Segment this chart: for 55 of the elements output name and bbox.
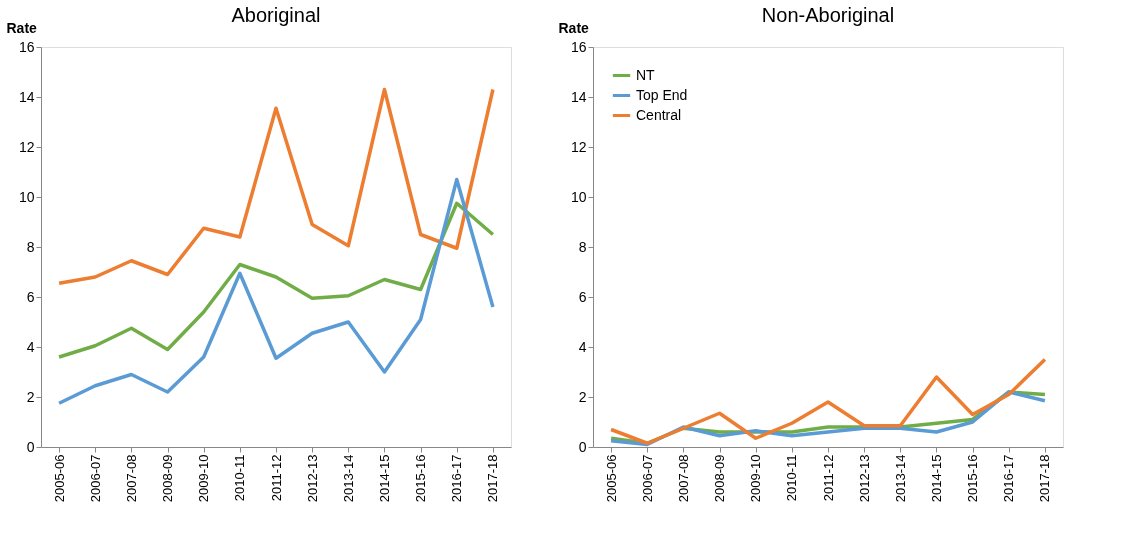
x-tick-label: 2008-09 (160, 454, 176, 503)
x-tick-label: 2017-18 (1037, 454, 1053, 503)
x-tick-label: 2005-06 (603, 454, 619, 503)
y-axis-title: Rate (6, 19, 38, 36)
line-series (57, 201, 495, 359)
y-tick-label: 8 (26, 238, 35, 255)
x-tick-label: 2016-17 (1001, 454, 1017, 503)
y-axis-title: Rate (558, 19, 590, 36)
x-tick-label: 2015-16 (965, 454, 981, 503)
x-tick-label: 2016-17 (449, 454, 465, 503)
x-tick-label: 2009-10 (196, 454, 212, 503)
x-tick-label: 2008-09 (712, 454, 728, 503)
legend-label: Central (636, 106, 682, 123)
y-tick-label: 14 (570, 88, 587, 105)
x-tick-label: 2010-11 (784, 454, 800, 502)
line-series (57, 87, 495, 285)
y-tick-label: 10 (18, 188, 35, 205)
chart-title: Aboriginal (231, 4, 321, 26)
y-tick-label: 16 (570, 38, 587, 55)
y-tick-label: 12 (18, 138, 35, 155)
y-tick-label: 2 (26, 388, 35, 405)
y-tick-label: 0 (26, 438, 35, 455)
x-tick-label: 2009-10 (748, 454, 764, 503)
x-tick-label: 2011-12 (820, 454, 836, 502)
line-series (57, 177, 495, 405)
y-tick-label: 4 (578, 338, 587, 355)
x-tick-label: 2014-15 (928, 454, 944, 503)
line-series (609, 357, 1047, 445)
x-tick-label: 2006-07 (87, 454, 103, 503)
x-tick-label: 2007-08 (675, 454, 691, 503)
x-tick-label: 2011-12 (268, 454, 284, 502)
y-tick-label: 14 (18, 88, 35, 105)
x-tick-label: 2017-18 (485, 454, 501, 503)
y-tick-label: 0 (578, 438, 587, 455)
y-tick-label: 16 (18, 38, 35, 55)
y-tick-label: 6 (578, 288, 587, 305)
x-tick-label: 2014-15 (376, 454, 392, 503)
legend-label: NT (636, 66, 656, 83)
x-tick-label: 2005-06 (51, 454, 67, 503)
y-tick-label: 12 (570, 138, 587, 155)
x-tick-label: 2006-07 (639, 454, 655, 503)
chart-title: Non-Aboriginal (761, 4, 895, 26)
y-tick-label: 2 (578, 388, 587, 405)
y-tick-label: 8 (578, 238, 587, 255)
legend-label: Top End (636, 86, 688, 103)
x-tick-label: 2007-08 (123, 454, 139, 503)
y-tick-label: 4 (26, 338, 35, 355)
x-tick-label: 2013-14 (892, 454, 908, 503)
x-tick-label: 2012-13 (856, 454, 872, 503)
y-tick-label: 6 (26, 288, 35, 305)
x-tick-label: 2012-13 (304, 454, 320, 503)
x-tick-label: 2015-16 (413, 454, 429, 503)
x-tick-label: 2013-14 (340, 454, 356, 503)
y-tick-label: 10 (570, 188, 587, 205)
x-tick-label: 2010-11 (232, 454, 248, 502)
